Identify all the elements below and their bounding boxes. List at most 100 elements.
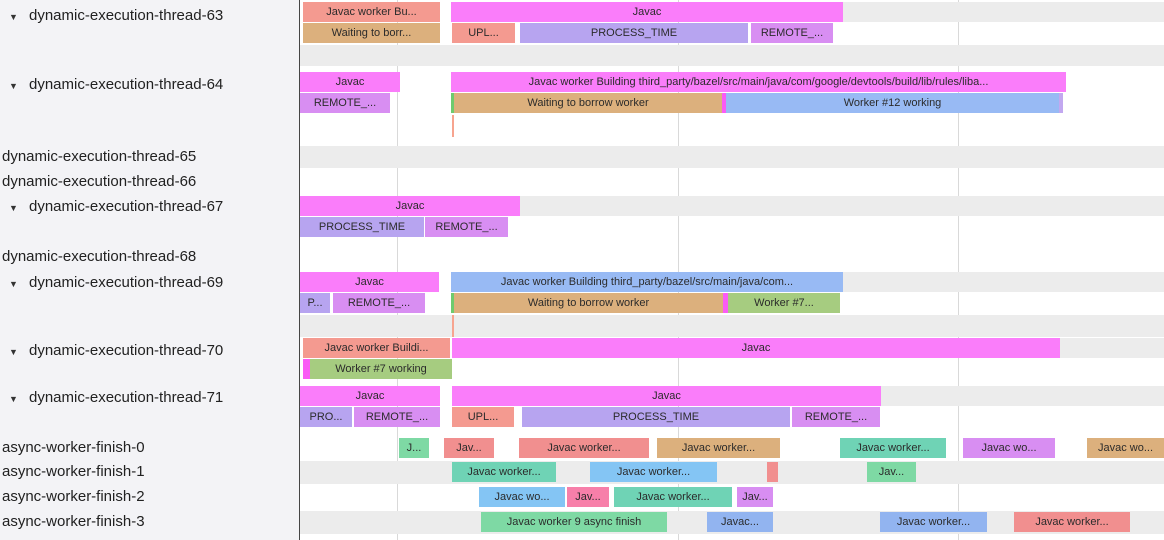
trace-slice[interactable]: Javac (452, 386, 881, 406)
trace-slice[interactable]: REMOTE_... (425, 217, 508, 237)
trace-slice-label: PROCESS_TIME (318, 221, 406, 233)
trace-slice[interactable]: Worker #7... (728, 293, 840, 313)
trace-slice[interactable]: REMOTE_... (354, 407, 440, 427)
trace-slice-label: Javac worker... (856, 442, 930, 454)
sidebar-item-dynamic-execution-thread-70[interactable]: ▼ dynamic-execution-thread-70 (0, 341, 298, 361)
expand-arrow-icon[interactable]: ▼ (9, 394, 18, 404)
trace-slice-label: Waiting to borr... (331, 27, 412, 39)
trace-slice[interactable]: Javac (300, 196, 520, 216)
trace-slice[interactable]: UPL... (452, 407, 514, 427)
trace-slice[interactable] (722, 93, 726, 113)
trace-slice-label: Javac worker Building third_party/bazel/… (528, 76, 989, 88)
trace-slice[interactable] (1059, 93, 1063, 113)
trace-slice[interactable]: Javac (300, 272, 439, 292)
trace-slice[interactable]: Waiting to borr... (303, 23, 440, 43)
trace-slice[interactable]: Javac... (707, 512, 773, 532)
trace-slice-label: REMOTE_... (365, 411, 429, 423)
trace-slice-label: Worker #12 working (843, 97, 942, 109)
trace-slice[interactable]: Javac worker Bu... (303, 2, 440, 22)
trace-slice-label: PROCESS_TIME (590, 27, 678, 39)
trace-slice[interactable] (723, 293, 728, 313)
sidebar-item-dynamic-execution-thread-67[interactable]: ▼ dynamic-execution-thread-67 (0, 197, 298, 217)
trace-slice[interactable] (767, 462, 778, 482)
trace-slice[interactable]: Jav... (737, 487, 773, 507)
trace-slice[interactable]: Waiting to borrow worker (454, 293, 723, 313)
trace-slice[interactable]: Javac worker 9 async finish (481, 512, 667, 532)
trace-slice[interactable]: Jav... (444, 438, 494, 458)
sidebar-item-dynamic-execution-thread-69[interactable]: ▼ dynamic-execution-thread-69 (0, 273, 298, 293)
trace-slice[interactable]: REMOTE_... (300, 93, 390, 113)
trace-slice-label: J... (406, 442, 422, 454)
trace-slice[interactable]: Worker #7 working (310, 359, 452, 379)
expand-arrow-icon[interactable]: ▼ (9, 279, 18, 289)
trace-slice[interactable]: Javac worker... (452, 462, 556, 482)
sidebar-item-dynamic-execution-thread-68[interactable]: dynamic-execution-thread-68 (0, 247, 298, 267)
thread-name-label: dynamic-execution-thread-63 (29, 7, 224, 24)
sidebar-item-async-worker-finish-1[interactable]: async-worker-finish-1 (0, 462, 298, 482)
trace-slice[interactable]: Javac worker... (1014, 512, 1130, 532)
expand-arrow-icon[interactable]: ▼ (9, 81, 18, 91)
row-band (300, 146, 1164, 168)
trace-slice[interactable]: Javac wo... (1087, 438, 1164, 458)
trace-slice[interactable]: REMOTE_... (333, 293, 425, 313)
sidebar-item-dynamic-execution-thread-66[interactable]: dynamic-execution-thread-66 (0, 172, 298, 192)
thread-name-label: dynamic-execution-thread-70 (29, 342, 224, 359)
sidebar-item-async-worker-finish-2[interactable]: async-worker-finish-2 (0, 487, 298, 507)
trace-slice[interactable]: Javac worker Building third_party/bazel/… (451, 72, 1066, 92)
trace-slice[interactable]: Javac wo... (963, 438, 1055, 458)
expand-arrow-icon[interactable]: ▼ (9, 347, 18, 357)
trace-slice[interactable]: Javac worker Building third_party/bazel/… (451, 272, 843, 292)
trace-slice-tick[interactable] (452, 315, 454, 337)
trace-slice-label: Waiting to borrow worker (527, 297, 650, 309)
trace-slice[interactable]: PRO... (300, 407, 352, 427)
trace-slice[interactable]: Javac (452, 338, 1060, 358)
trace-slice-label: P... (307, 297, 323, 309)
trace-slice-label: Javac worker... (616, 466, 691, 478)
trace-slice[interactable]: Jav... (567, 487, 609, 507)
trace-slice[interactable]: Waiting to borrow worker (454, 93, 722, 113)
sidebar-item-async-worker-finish-0[interactable]: async-worker-finish-0 (0, 438, 298, 458)
trace-slice-label: Javac worker... (636, 491, 710, 503)
sidebar-item-dynamic-execution-thread-64[interactable]: ▼ dynamic-execution-thread-64 (0, 75, 298, 95)
trace-slice[interactable] (451, 93, 454, 113)
sidebar-item-dynamic-execution-thread-65[interactable]: dynamic-execution-thread-65 (0, 147, 298, 167)
trace-slice[interactable]: Javac worker... (590, 462, 717, 482)
trace-slice[interactable]: Javac worker... (840, 438, 946, 458)
sidebar-item-async-worker-finish-3[interactable]: async-worker-finish-3 (0, 512, 298, 532)
trace-slice-label: Waiting to borrow worker (527, 97, 649, 109)
trace-slice[interactable]: Javac (451, 2, 843, 22)
trace-slice[interactable]: PROCESS_TIME (300, 217, 424, 237)
trace-slice[interactable]: Javac (300, 72, 400, 92)
trace-slice[interactable]: Javac wo... (479, 487, 565, 507)
trace-slice-label: Javac worker 9 async finish (506, 516, 642, 528)
trace-slice-label: Javac (652, 390, 681, 402)
trace-slice[interactable]: PROCESS_TIME (522, 407, 790, 427)
sidebar-item-dynamic-execution-thread-63[interactable]: ▼ dynamic-execution-thread-63 (0, 6, 298, 26)
trace-slice-label: Javac (355, 276, 384, 288)
row-band (520, 196, 1164, 216)
trace-slice[interactable]: REMOTE_... (792, 407, 880, 427)
trace-slice[interactable]: Javac (300, 386, 440, 406)
trace-slice[interactable]: UPL... (452, 23, 515, 43)
trace-slice-label: REMOTE_... (760, 27, 824, 39)
trace-slice[interactable]: Javac worker... (519, 438, 649, 458)
trace-slice[interactable]: Jav... (867, 462, 916, 482)
trace-slice[interactable] (451, 293, 454, 313)
expand-arrow-icon[interactable]: ▼ (9, 203, 18, 213)
trace-slice[interactable]: Javac worker... (657, 438, 780, 458)
trace-slice[interactable]: Worker #12 working (726, 93, 1059, 113)
trace-slice-tick[interactable] (452, 115, 454, 137)
trace-slice[interactable]: P... (300, 293, 330, 313)
trace-slice-label: Javac wo... (981, 442, 1037, 454)
trace-slice-label: Javac worker Bu... (326, 6, 417, 18)
trace-slice[interactable]: Javac worker... (880, 512, 987, 532)
trace-slice[interactable]: J... (399, 438, 429, 458)
trace-slice[interactable]: Javac worker... (614, 487, 732, 507)
thread-name-label: dynamic-execution-thread-69 (29, 274, 224, 291)
sidebar-item-dynamic-execution-thread-71[interactable]: ▼ dynamic-execution-thread-71 (0, 388, 298, 408)
trace-slice[interactable]: Javac worker Buildi... (303, 338, 450, 358)
trace-slice[interactable] (303, 359, 310, 379)
trace-slice[interactable]: PROCESS_TIME (520, 23, 748, 43)
trace-slice[interactable]: REMOTE_... (751, 23, 833, 43)
expand-arrow-icon[interactable]: ▼ (9, 12, 18, 22)
